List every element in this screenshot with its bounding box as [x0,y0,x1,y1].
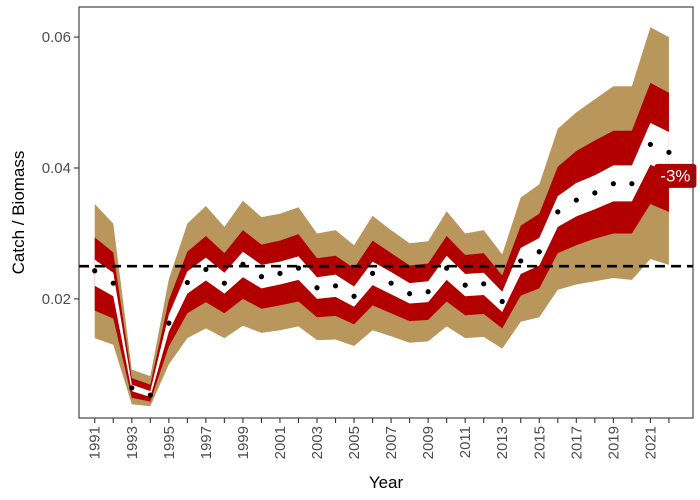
y-tick-label: 0.06 [42,29,71,46]
median-point [481,281,487,287]
x-tick-label: 2017 [568,426,585,459]
y-axis-title: Catch / Biomass [9,151,28,275]
median-point [518,258,524,264]
median-point [425,289,431,295]
median-point [184,279,190,286]
median-point [166,320,172,326]
annotation-group: -3% [654,163,697,188]
x-axis: 1991 1993 1995 1997 1999 2001 2003 2005 2007 2009… [87,418,670,459]
y-tick-label: 0.04 [42,160,71,177]
median-point [462,282,468,288]
median-point [92,268,98,274]
median-point [573,197,579,203]
x-tick-label: 1997 [198,426,215,459]
panel-border [78,6,694,419]
median-point [369,270,376,276]
median-point [555,209,561,215]
median-point [314,285,320,291]
median-point [536,249,542,255]
median-point [277,270,283,276]
median-point [258,274,265,280]
x-tick-label: 2015 [531,426,548,459]
median-point [647,141,653,148]
median-point [203,266,209,273]
x-tick-label: 1995 [161,426,178,459]
x-tick-label: 1991 [87,426,104,459]
median-point [110,280,116,286]
median-point [592,190,598,196]
x-tick-label: 2021 [642,426,659,459]
median-point [388,280,394,286]
median-point [240,261,246,267]
median-point [666,149,672,155]
median-point [332,283,339,289]
x-tick-label: 2005 [346,426,363,459]
median-point [610,181,616,187]
x-tick-label: 2019 [605,426,622,459]
median-point [221,280,227,286]
middle-band [94,82,669,402]
outer-band [94,27,669,407]
x-tick-label: 2009 [420,426,437,459]
median-points [92,141,672,398]
median-point [629,181,635,187]
x-axis-title: Year [369,473,404,492]
annotation-label: -3% [660,166,690,185]
x-tick-label: 1999 [235,426,252,459]
x-tick-label: 1993 [124,426,141,459]
annotation-label-box [654,163,697,188]
y-tick-label: 0.02 [42,291,71,308]
median-point [444,265,450,271]
median-point [295,265,302,271]
x-tick-label: 2003 [309,426,326,459]
median-point [499,298,505,305]
median-point [147,392,153,398]
median-point [351,293,357,299]
x-tick-label: 2013 [494,426,511,459]
uncertainty-bands [94,27,669,407]
x-tick-label: 2007 [383,426,400,459]
median-point [407,291,413,297]
x-tick-label: 2001 [272,426,289,459]
median-point [129,385,135,391]
x-tick-label: 2011 [457,426,474,458]
y-axis: 0.02 0.04 0.06 [42,29,79,308]
